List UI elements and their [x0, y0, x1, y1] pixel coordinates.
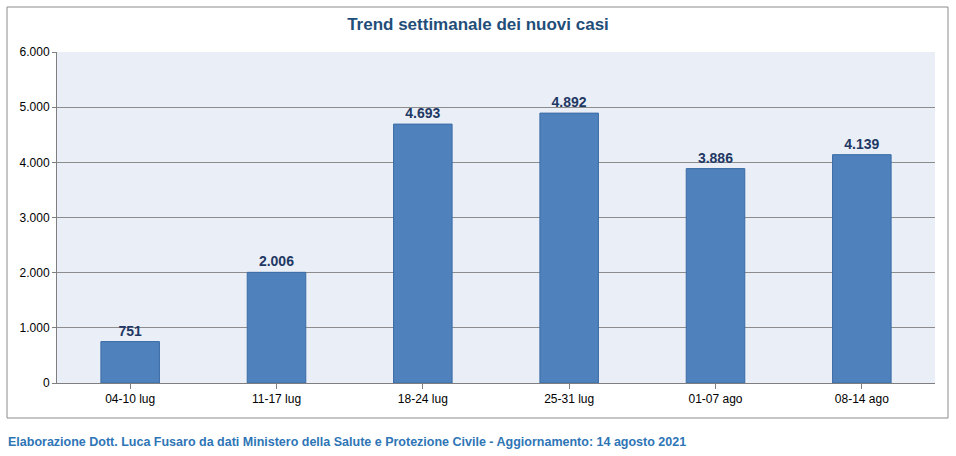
svg-text:Elaborazione Dott. Luca Fusaro: Elaborazione Dott. Luca Fusaro da dati M… — [8, 435, 686, 449]
svg-text:0: 0 — [43, 376, 50, 390]
svg-text:751: 751 — [118, 323, 142, 339]
svg-text:4.139: 4.139 — [844, 136, 879, 152]
svg-text:2.006: 2.006 — [259, 253, 294, 269]
svg-text:6.000: 6.000 — [20, 45, 50, 59]
svg-text:08-14 ago: 08-14 ago — [835, 392, 889, 406]
svg-text:01-07 ago: 01-07 ago — [688, 392, 742, 406]
svg-text:25-31 lug: 25-31 lug — [544, 392, 594, 406]
svg-text:1.000: 1.000 — [20, 321, 50, 335]
svg-text:3.886: 3.886 — [698, 150, 733, 166]
svg-text:4.693: 4.693 — [405, 105, 440, 121]
svg-text:3.000: 3.000 — [20, 211, 50, 225]
svg-text:5.000: 5.000 — [20, 100, 50, 114]
svg-text:4.892: 4.892 — [552, 94, 587, 110]
svg-text:4.000: 4.000 — [20, 156, 50, 170]
svg-text:11-17 lug: 11-17 lug — [252, 392, 301, 406]
svg-text:2.000: 2.000 — [20, 266, 50, 280]
svg-text:Trend settimanale dei nuovi ca: Trend settimanale dei nuovi casi — [347, 15, 609, 34]
svg-text:18-24 lug: 18-24 lug — [398, 392, 448, 406]
svg-text:04-10 lug: 04-10 lug — [105, 392, 155, 406]
